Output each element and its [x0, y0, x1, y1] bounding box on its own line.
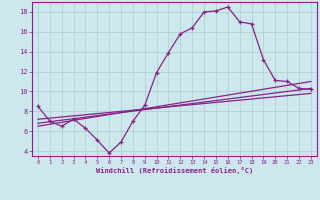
X-axis label: Windchill (Refroidissement éolien,°C): Windchill (Refroidissement éolien,°C)	[96, 167, 253, 174]
